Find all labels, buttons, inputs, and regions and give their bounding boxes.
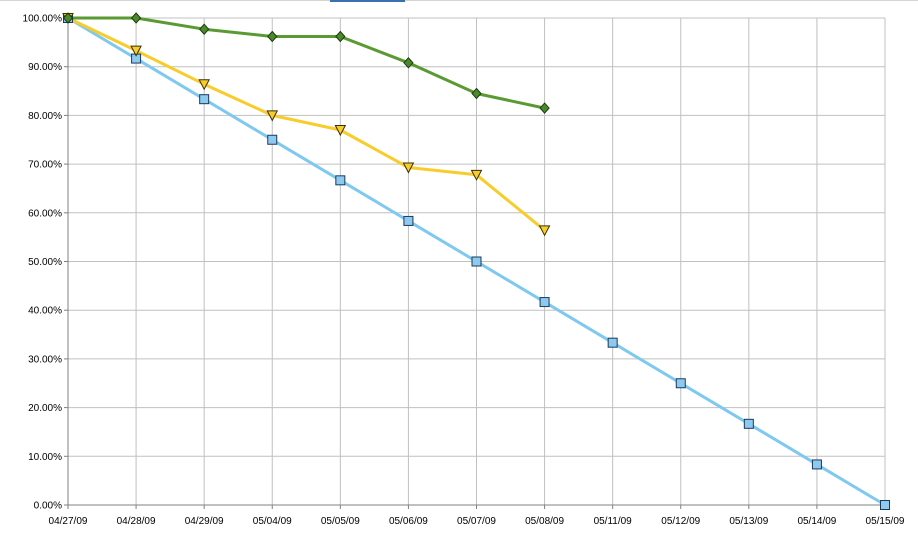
series-3-point [403, 57, 414, 69]
x-tick-label: 05/05/09 [321, 516, 360, 527]
series-2-point [538, 225, 551, 237]
y-tick-label: 30.00% [28, 354, 62, 365]
x-tick-label: 05/04/09 [253, 516, 292, 527]
x-axis-tick-labels: 04/27/09 04/28/09 04/29/09 05/04/09 05/05/09… [49, 516, 905, 527]
x-tick-label: 05/08/09 [525, 516, 564, 527]
y-tick-label: 50.00% [28, 257, 62, 268]
series-1-point [403, 215, 414, 226]
series-2-point [470, 169, 483, 181]
series-markers [62, 12, 890, 510]
series-1-point [880, 500, 890, 510]
y-tick-label: 70.00% [28, 160, 62, 171]
series-1-point [471, 256, 482, 267]
x-tick-label: 05/13/09 [729, 516, 768, 527]
series-1-point [539, 297, 550, 308]
series-3-point [267, 30, 278, 43]
y-tick-label: 90.00% [28, 62, 62, 73]
y-tick-label: 0.00% [34, 501, 62, 512]
series-2-point [402, 162, 415, 174]
top-accent-bar [330, 0, 405, 2]
series-3-point [539, 102, 550, 114]
y-tick-label: 80.00% [28, 111, 62, 122]
x-tick-label: 05/14/09 [797, 516, 836, 527]
y-axis-tick-labels: 0.00% 10.00% 20.00% 30.00% 40.00% 50.00% 60.00… [23, 14, 63, 512]
series-3-point [335, 30, 346, 43]
top-border [0, 0, 918, 1]
series-3-point [198, 23, 210, 35]
x-tick-label: 05/06/09 [389, 516, 428, 527]
series-3-point [130, 12, 142, 24]
series-line-3 [68, 16, 545, 110]
series-1-point [607, 337, 618, 348]
series-1-point [811, 459, 822, 470]
x-tick-label: 05/11/09 [594, 516, 633, 527]
x-tick-label: 04/27/09 [49, 516, 88, 527]
x-tick-label: 04/28/09 [117, 516, 156, 527]
axes [64, 17, 886, 509]
y-tick-label: 20.00% [28, 403, 62, 414]
y-tick-label: 60.00% [28, 208, 62, 219]
series-3-point [471, 87, 482, 100]
x-tick-label: 05/15/09 [866, 516, 905, 527]
series-2-point [334, 125, 347, 137]
series-1-point [743, 418, 754, 429]
series-line-2 [67, 16, 546, 232]
series-2-point [266, 110, 279, 122]
y-tick-label: 10.00% [28, 452, 62, 463]
series-3-point [62, 12, 74, 24]
y-tick-label: 40.00% [28, 306, 62, 317]
series-2-point [198, 79, 210, 91]
x-tick-label: 05/07/09 [457, 516, 496, 527]
x-tick-label: 05/12/09 [661, 516, 700, 527]
series-1-point [267, 134, 278, 145]
series-1-point [335, 175, 346, 186]
series-1-point [675, 378, 686, 389]
series-1-point [199, 94, 210, 105]
x-tick-label: 04/29/09 [185, 516, 224, 527]
y-tick-label: 100.00% [23, 14, 63, 25]
series-2-point [130, 45, 142, 57]
